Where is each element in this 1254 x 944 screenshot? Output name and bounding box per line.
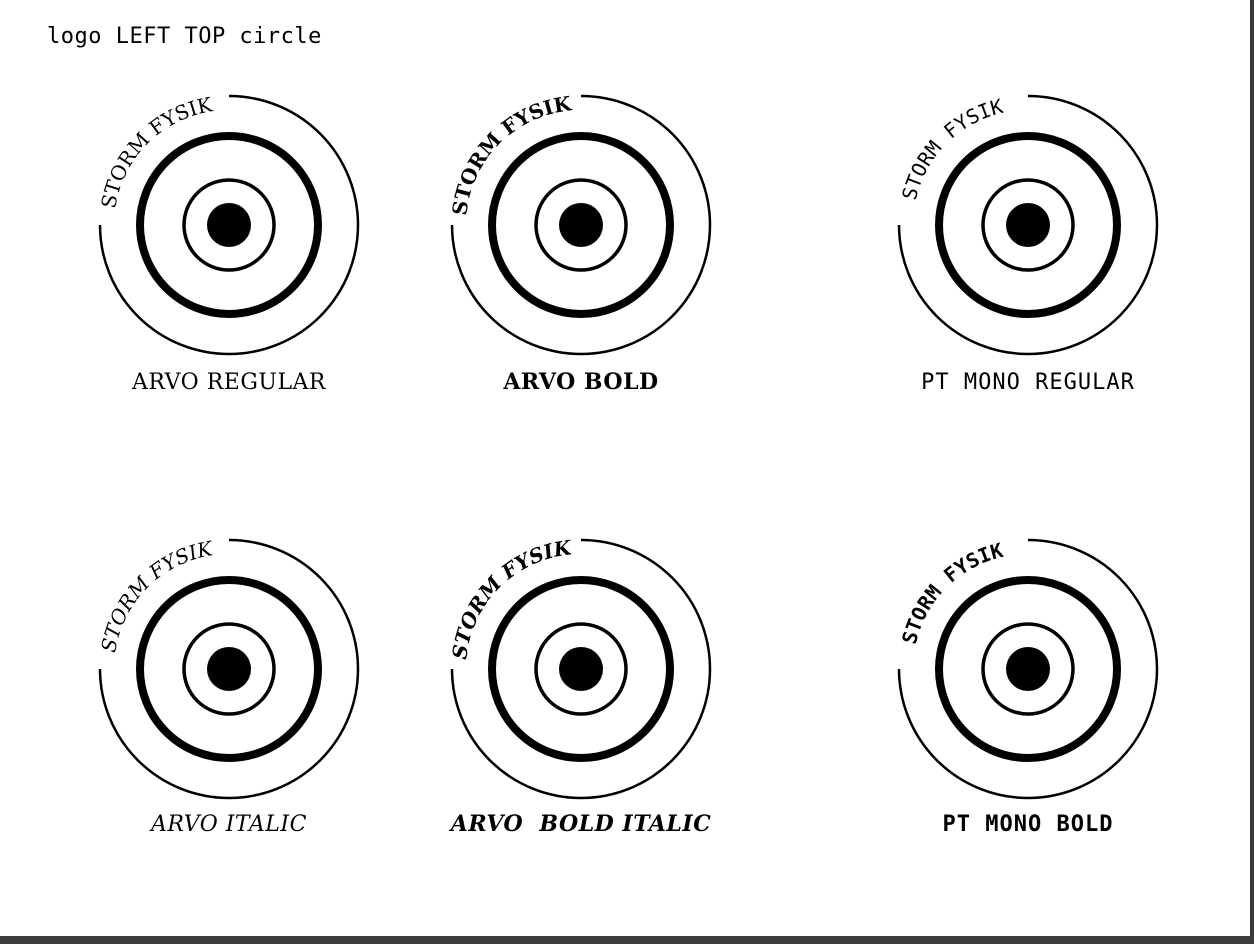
outer-arc — [897, 94, 1159, 356]
inner-ring — [182, 178, 276, 272]
window-right-edge — [1250, 0, 1254, 944]
window-bottom-edge — [0, 936, 1254, 944]
outer-arc — [897, 538, 1159, 800]
variant-caption: PT MONO REGULAR — [921, 370, 1135, 395]
center-dot — [207, 647, 251, 691]
outer-arc — [450, 538, 712, 800]
middle-ring — [935, 132, 1121, 318]
variant-caption: PT MONO BOLD — [943, 812, 1114, 837]
center-dot — [559, 647, 603, 691]
logo-text-curved: STORM FYSIK — [447, 535, 574, 661]
logo-variant: STORM FYSIK ARVO BOLD ITALIC — [447, 535, 712, 837]
variant-caption: ARVO BOLD ITALIC — [449, 811, 711, 837]
center-dot — [207, 203, 251, 247]
page-title: logo LEFT TOP circle — [47, 24, 322, 49]
logo-variant: STORM FYSIK ARVO BOLD — [447, 91, 712, 395]
middle-ring — [488, 576, 674, 762]
inner-ring — [534, 178, 628, 272]
variant-caption: ARVO REGULAR — [131, 370, 327, 395]
inner-ring — [534, 622, 628, 716]
outer-arc — [98, 94, 360, 356]
center-dot — [1006, 203, 1050, 247]
inner-ring — [981, 622, 1075, 716]
middle-ring — [488, 132, 674, 318]
outer-arc — [450, 94, 712, 356]
variant-caption: ARVO BOLD — [502, 369, 658, 395]
variant-caption: ARVO ITALIC — [149, 812, 307, 837]
middle-ring — [935, 576, 1121, 762]
middle-ring — [136, 132, 322, 318]
middle-ring — [136, 576, 322, 762]
logo-text-curved: STORM FYSIK — [447, 91, 573, 216]
inner-ring — [182, 622, 276, 716]
inner-ring — [981, 178, 1075, 272]
center-dot — [559, 203, 603, 247]
outer-arc — [98, 538, 360, 800]
center-dot — [1006, 647, 1050, 691]
